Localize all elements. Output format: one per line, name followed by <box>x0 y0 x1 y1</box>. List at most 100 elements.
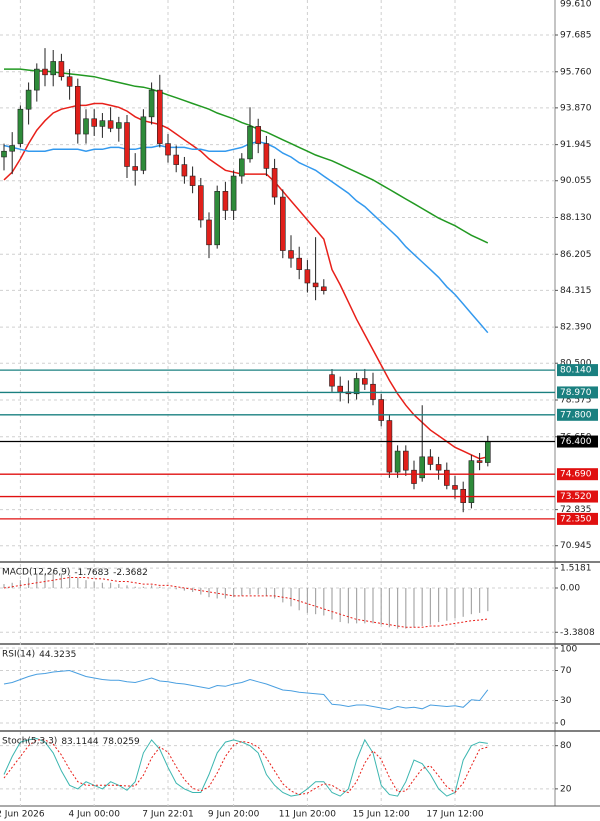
indicator-line <box>3 669 489 711</box>
y-tick-label: 70 <box>560 666 572 676</box>
candle-body <box>337 385 344 393</box>
level-box <box>557 468 598 481</box>
indicator-line <box>3 739 488 796</box>
moving-average <box>3 102 488 460</box>
indicator-value: 44.3235 <box>39 650 76 660</box>
y-tick-label: 100 <box>560 645 577 655</box>
candle-body <box>58 61 65 78</box>
x-tick-label: 9 Jun 20:00 <box>208 810 260 820</box>
x-tick-label: 7 Jun 22:01 <box>142 810 193 820</box>
y-tick-label: 82.390 <box>560 323 592 333</box>
y-tick-label: 91.945 <box>560 140 592 150</box>
x-tick-label: 11 Jun 20:00 <box>279 810 336 820</box>
candle-body <box>132 166 138 171</box>
y-tick-label: 20 <box>560 784 572 794</box>
indicator-value: 78.0259 <box>103 737 140 747</box>
level-box <box>557 490 598 503</box>
candle-body <box>435 464 442 471</box>
candle-body <box>91 118 97 127</box>
y-tick-label: 78.575 <box>560 395 592 405</box>
candle-body <box>148 89 155 118</box>
candle-body <box>181 164 188 177</box>
candle-body <box>42 68 48 76</box>
indicator-line <box>3 737 488 797</box>
moving-average <box>4 68 489 244</box>
indicator-value: -1.7683 <box>74 568 109 578</box>
candle-body <box>75 85 81 135</box>
y-tick-label: 30 <box>560 696 572 706</box>
candle-body <box>255 126 261 144</box>
y-tick-label: 97.685 <box>560 31 592 41</box>
candle-body <box>239 158 245 177</box>
indicator-title: RSI(14) 44.3235 <box>2 650 76 660</box>
candle-body <box>329 374 335 387</box>
candle-body <box>198 185 204 221</box>
y-tick-label: 1.5181 <box>560 564 592 574</box>
candle-body <box>206 219 212 246</box>
candle-body <box>107 120 114 129</box>
y-tick-label: -3.3808 <box>560 628 595 638</box>
candle-body <box>296 257 303 270</box>
candle-body <box>66 76 73 87</box>
candle-body <box>99 120 106 127</box>
candle-body <box>411 469 417 484</box>
y-tick-label: 0 <box>560 719 566 729</box>
candle-body <box>247 126 253 160</box>
candle-body <box>394 450 401 473</box>
indicator-title: Stoch(5,3,3) 83.1144 78.0259 <box>2 737 140 747</box>
candle-body <box>452 485 458 490</box>
last-price-label: 76.400 <box>560 437 592 447</box>
y-tick-label: 90.055 <box>560 176 592 186</box>
candle-body <box>353 378 360 395</box>
y-tick-label: 86.205 <box>560 250 592 260</box>
candle-body <box>189 175 196 186</box>
x-tick-label: 15 Jun 12:00 <box>353 810 410 820</box>
candle-body <box>173 154 179 165</box>
indicator-value: -2.3682 <box>113 568 148 578</box>
level-label: 78.970 <box>560 388 592 398</box>
candle-body <box>9 145 15 152</box>
candle-body <box>263 143 270 169</box>
x-tick-label: 2 Jun 2026 <box>0 810 45 820</box>
last-price-box <box>557 435 598 448</box>
candle-body <box>140 116 147 171</box>
x-tick-label: 4 Jun 00:00 <box>68 810 120 820</box>
candle-body <box>50 61 57 76</box>
candle-body <box>222 191 229 211</box>
candle-body <box>279 196 286 251</box>
indicator-title: MACD(12,26,9) -1.7683 -2.3682 <box>2 568 148 578</box>
indicator-value: 83.1144 <box>61 737 98 747</box>
candle-body <box>468 460 475 503</box>
candle-body <box>25 89 32 110</box>
x-tick-label: 17 Jun 12:00 <box>426 810 483 820</box>
y-tick-label: 95.760 <box>560 67 592 77</box>
candle-body <box>271 168 278 198</box>
y-tick-label: 99.610 <box>560 0 592 10</box>
candle-body <box>17 108 24 144</box>
y-tick-label: 72.835 <box>560 505 592 515</box>
moving-average <box>3 140 489 334</box>
y-tick-label: 88.130 <box>560 213 592 223</box>
level-label: 74.690 <box>560 470 592 480</box>
candle-body <box>361 378 368 385</box>
candle-body <box>427 456 434 465</box>
candle-body <box>320 286 327 291</box>
candle-body <box>484 441 491 463</box>
level-box <box>557 512 598 525</box>
y-tick-label: 70.945 <box>560 541 592 551</box>
y-tick-label: 93.870 <box>560 103 592 113</box>
level-box <box>557 408 598 421</box>
candle-body <box>378 399 385 421</box>
y-tick-label: 80.500 <box>560 359 592 369</box>
y-tick-label: 0.00 <box>560 584 580 594</box>
y-tick-label: 80 <box>560 741 572 751</box>
candle-body <box>288 250 294 259</box>
candle-body <box>1 150 7 158</box>
level-label: 72.350 <box>560 514 592 524</box>
candle-body <box>230 175 237 211</box>
indicator-line <box>3 577 488 628</box>
candle-body <box>304 269 311 284</box>
candle-body <box>443 469 450 486</box>
